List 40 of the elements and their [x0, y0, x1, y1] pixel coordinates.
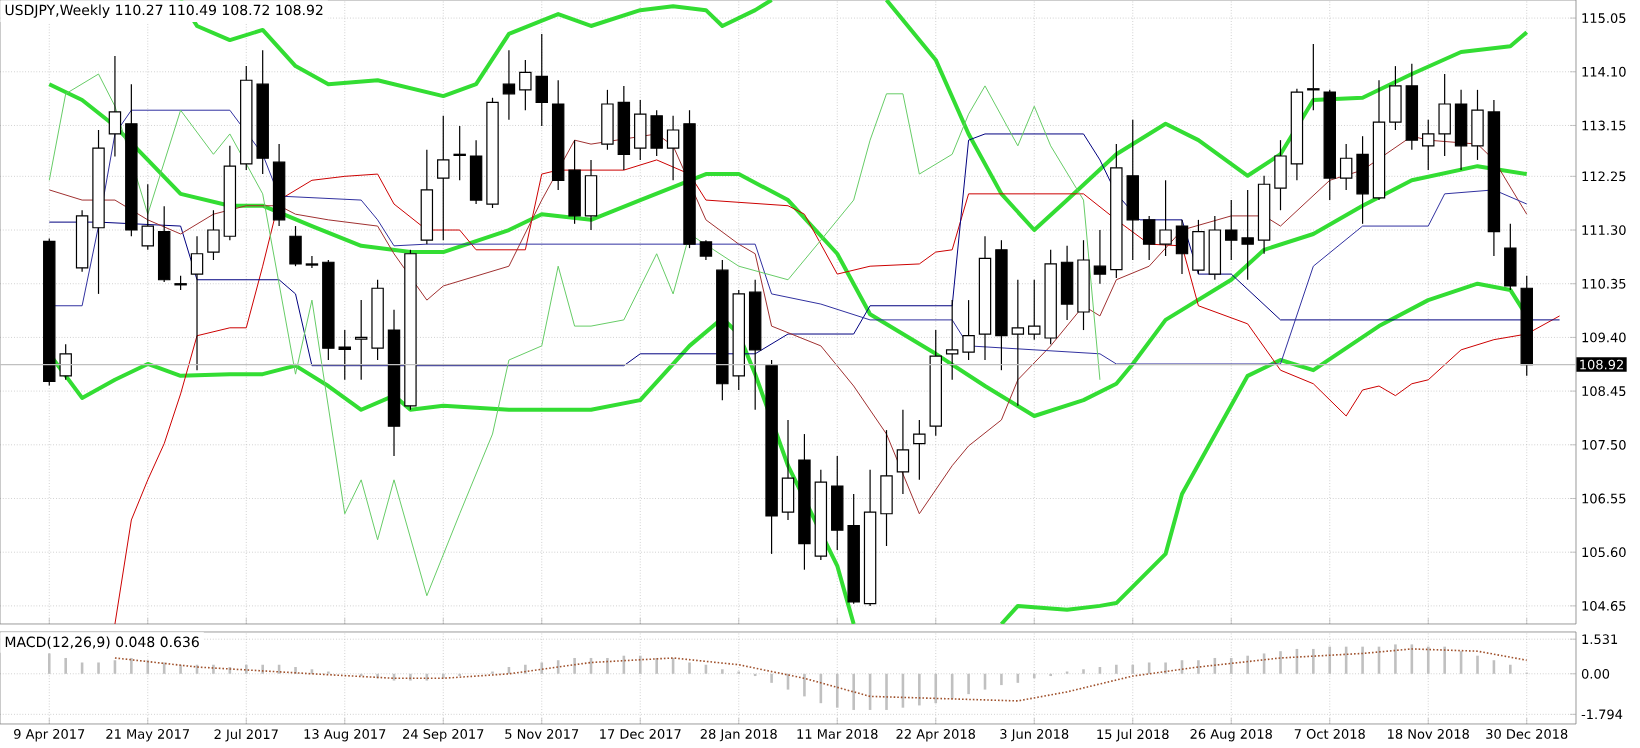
candlestick [1389, 65, 1402, 131]
line-series [48, 73, 1101, 597]
candlestick [453, 125, 466, 181]
candlestick [880, 429, 893, 547]
candlestick [1339, 143, 1353, 191]
candlestick [781, 419, 795, 521]
candlestick [305, 255, 319, 269]
candlestick [1159, 179, 1172, 257]
candlestick [568, 139, 581, 225]
candlestick [1208, 215, 1222, 281]
candlestick [1060, 245, 1074, 321]
candlestick [1471, 89, 1484, 161]
candlestick [190, 235, 204, 371]
candlestick [1307, 43, 1320, 111]
candlestick [207, 209, 220, 261]
candlestick [601, 89, 614, 151]
candlestick [289, 225, 302, 267]
candlestick [1356, 135, 1369, 225]
candlestick [1274, 139, 1287, 211]
candlestick [666, 115, 680, 181]
candlestick [108, 55, 122, 158]
candlestick [354, 299, 368, 381]
candlestick [1011, 279, 1025, 407]
candlestick [437, 115, 450, 241]
candlestick [1192, 219, 1205, 275]
candlestick [896, 409, 910, 495]
candlestick [584, 159, 598, 231]
candlestick [1454, 89, 1468, 171]
candlestick [1504, 223, 1517, 291]
candlestick [1175, 219, 1189, 275]
line-series [47, 82, 1529, 418]
line-series [114, 648, 1528, 702]
candlestick [962, 299, 975, 361]
candlestick [945, 299, 959, 381]
candlestick [502, 49, 516, 121]
candlestick [469, 139, 483, 205]
candlestick [1142, 215, 1156, 261]
candlestick [913, 419, 926, 481]
candlestick [1093, 229, 1107, 285]
candlestick [699, 239, 713, 261]
